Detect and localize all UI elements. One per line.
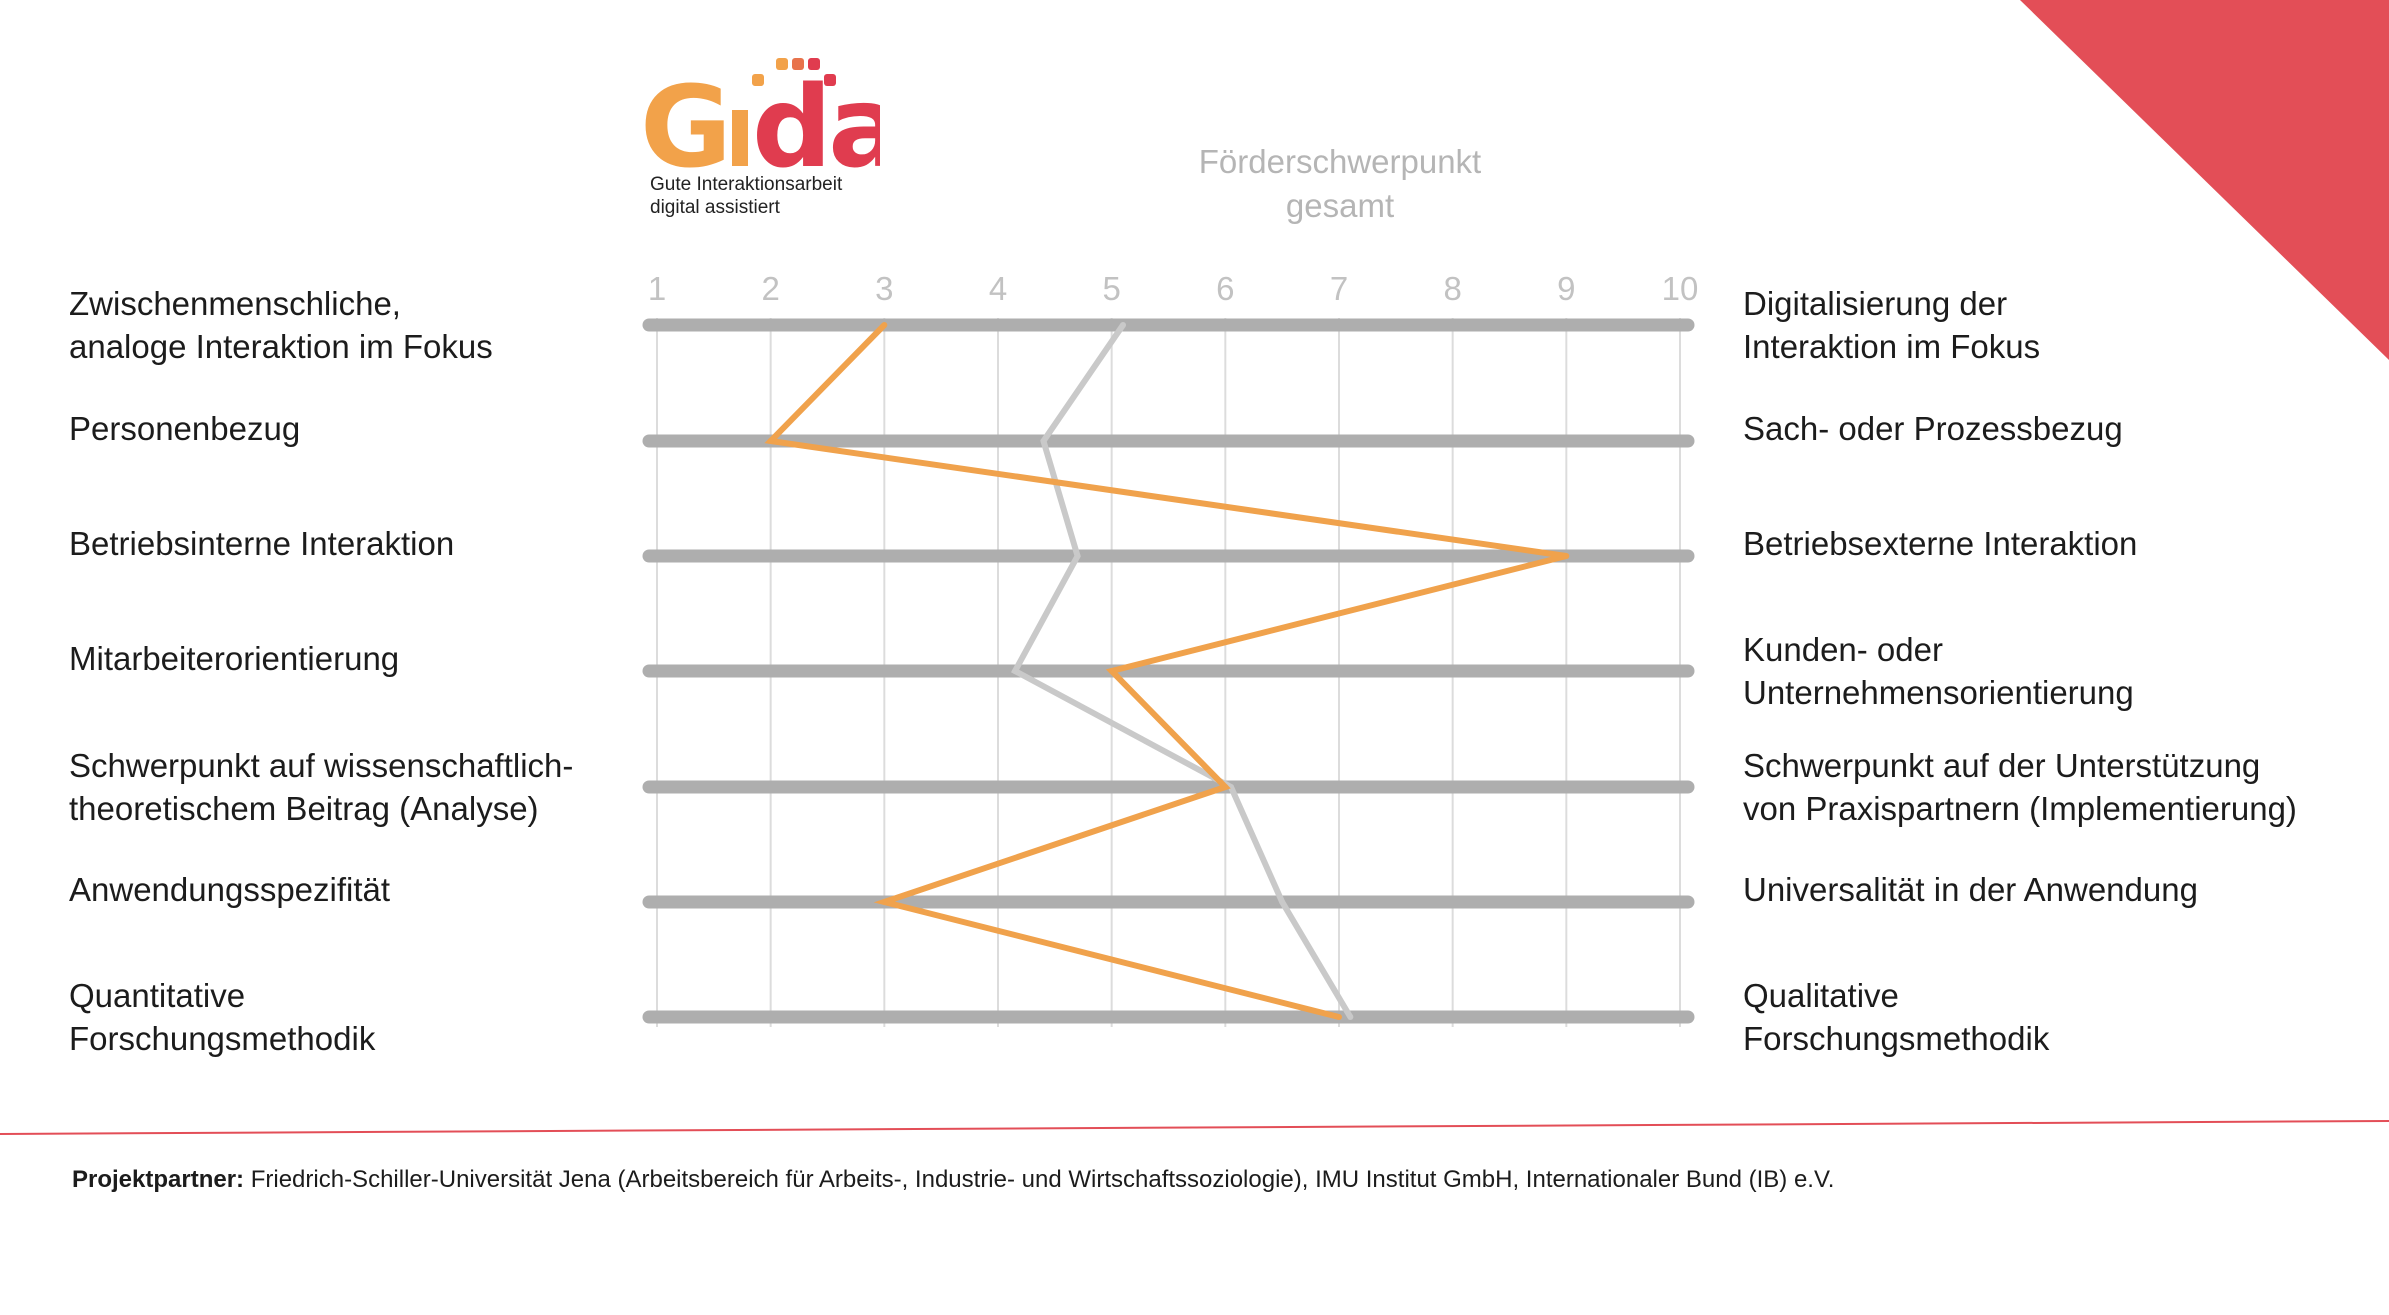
x-tick-label: 9 — [1557, 270, 1575, 307]
left-pole-label: Zwischenmenschliche, analoge Interaktion … — [69, 282, 493, 368]
right-pole-label-line: Kunden- oder — [1743, 631, 1943, 668]
right-pole-label: Sach- oder Prozessbezug — [1743, 407, 2123, 450]
x-tick-label: 7 — [1330, 270, 1348, 307]
logo-subtitle-line1: Gute Interaktionsarbeit — [650, 174, 843, 195]
x-tick-label: 1 — [648, 270, 666, 307]
series-point — [1347, 1014, 1354, 1020]
right-pole-label-line: Sach- oder Prozessbezug — [1743, 410, 2123, 447]
left-pole-label-line: Anwendungsspezifität — [69, 871, 391, 908]
series-point — [767, 438, 774, 444]
right-pole-label: Digitalisierung der Interaktion im Fokus — [1743, 282, 2040, 368]
right-pole-label-line: von Praxispartnern (Implementierung) — [1743, 790, 2297, 827]
left-pole-label-line: theoretischem Beitrag (Analyse) — [69, 790, 539, 827]
x-tick-label: 3 — [875, 270, 893, 307]
x-tick-label: 5 — [1102, 270, 1120, 307]
right-pole-label-line: Digitalisierung der — [1743, 285, 2008, 322]
right-pole-label-line: Unternehmensorientierung — [1743, 674, 2134, 711]
x-tick-label: 2 — [761, 270, 779, 307]
chart-title-line2: gesamt — [1285, 187, 1395, 224]
left-pole-label: Betriebsinterne Interaktion — [69, 522, 454, 565]
left-pole-label-line: Personenbezug — [69, 410, 301, 447]
x-tick-label: 10 — [1662, 270, 1699, 307]
series-point — [1279, 899, 1286, 905]
left-pole-label-line: Mitarbeiterorientierung — [69, 640, 400, 677]
right-pole-label-line: Forschungsmethodik — [1743, 1020, 2050, 1057]
left-pole-label-line: Forschungsmethodik — [69, 1020, 376, 1057]
right-pole-label: Qualitative Forschungsmethodik — [1743, 974, 2049, 1060]
right-pole-label-line: Schwerpunkt auf der Unterstützung — [1743, 747, 2261, 784]
series-point — [1040, 438, 1047, 444]
footer-label: Projektpartner: — [72, 1166, 245, 1193]
series-point — [1336, 1014, 1342, 1020]
left-pole-label: Anwendungsspezifität — [69, 868, 390, 911]
left-pole-label-line: Betriebsinterne Interaktion — [69, 525, 455, 562]
series-point — [881, 899, 888, 905]
x-tick-label: 8 — [1443, 270, 1461, 307]
series-point — [1108, 668, 1115, 674]
left-pole-label: Schwerpunkt auf wissenschaftlich-theoret… — [69, 744, 573, 830]
right-pole-label-line: Interaktion im Fokus — [1743, 328, 2041, 365]
chart-title: Förderschwerpunkt gesamt — [1100, 140, 1580, 228]
svg-text:da: da — [752, 63, 880, 184]
series-point — [1222, 784, 1229, 790]
x-tick-label: 6 — [1216, 270, 1234, 307]
left-pole-label: Quantitative Forschungsmethodik — [69, 974, 375, 1060]
right-pole-label: Kunden- oder Unternehmensorientierung — [1743, 628, 2134, 714]
left-pole-label: Personenbezug — [69, 407, 300, 450]
series-point — [881, 322, 888, 328]
chart-title-line1: Förderschwerpunkt — [1198, 143, 1482, 180]
series-point — [1563, 553, 1570, 559]
gida-logo-mark: G da — [640, 58, 880, 184]
footer: Projektpartner: Friedrich-Schiller-Unive… — [72, 1166, 1834, 1194]
footer-text: Friedrich-Schiller-Universität Jena (Arb… — [244, 1166, 1835, 1193]
right-pole-label-line: Universalität in der Anwendung — [1743, 871, 2198, 908]
left-pole-label-line: Schwerpunkt auf wissenschaftlich- — [69, 747, 574, 784]
right-pole-label: Universalität in der Anwendung — [1743, 868, 2198, 911]
series-point — [1012, 668, 1019, 674]
left-pole-label: Mitarbeiterorientierung — [69, 637, 399, 680]
left-pole-label-line: Quantitative — [69, 977, 246, 1014]
right-pole-label: Betriebsexterne Interaktion — [1743, 522, 2137, 565]
left-pole-label-line: analoge Interaktion im Fokus — [69, 328, 493, 365]
logo-subtitle-line2: digital assistiert — [650, 197, 780, 218]
right-pole-label-line: Betriebsexterne Interaktion — [1743, 525, 2138, 562]
x-tick-label: 4 — [989, 270, 1007, 307]
right-pole-label: Schwerpunkt auf der Unterstützung von Pra… — [1743, 744, 2297, 830]
series-point — [1074, 553, 1081, 559]
svg-text:G: G — [640, 63, 728, 184]
right-pole-label-line: Qualitative — [1743, 977, 1899, 1014]
series-point — [1120, 322, 1127, 328]
left-pole-label-line: Zwischenmenschliche, — [69, 285, 401, 322]
